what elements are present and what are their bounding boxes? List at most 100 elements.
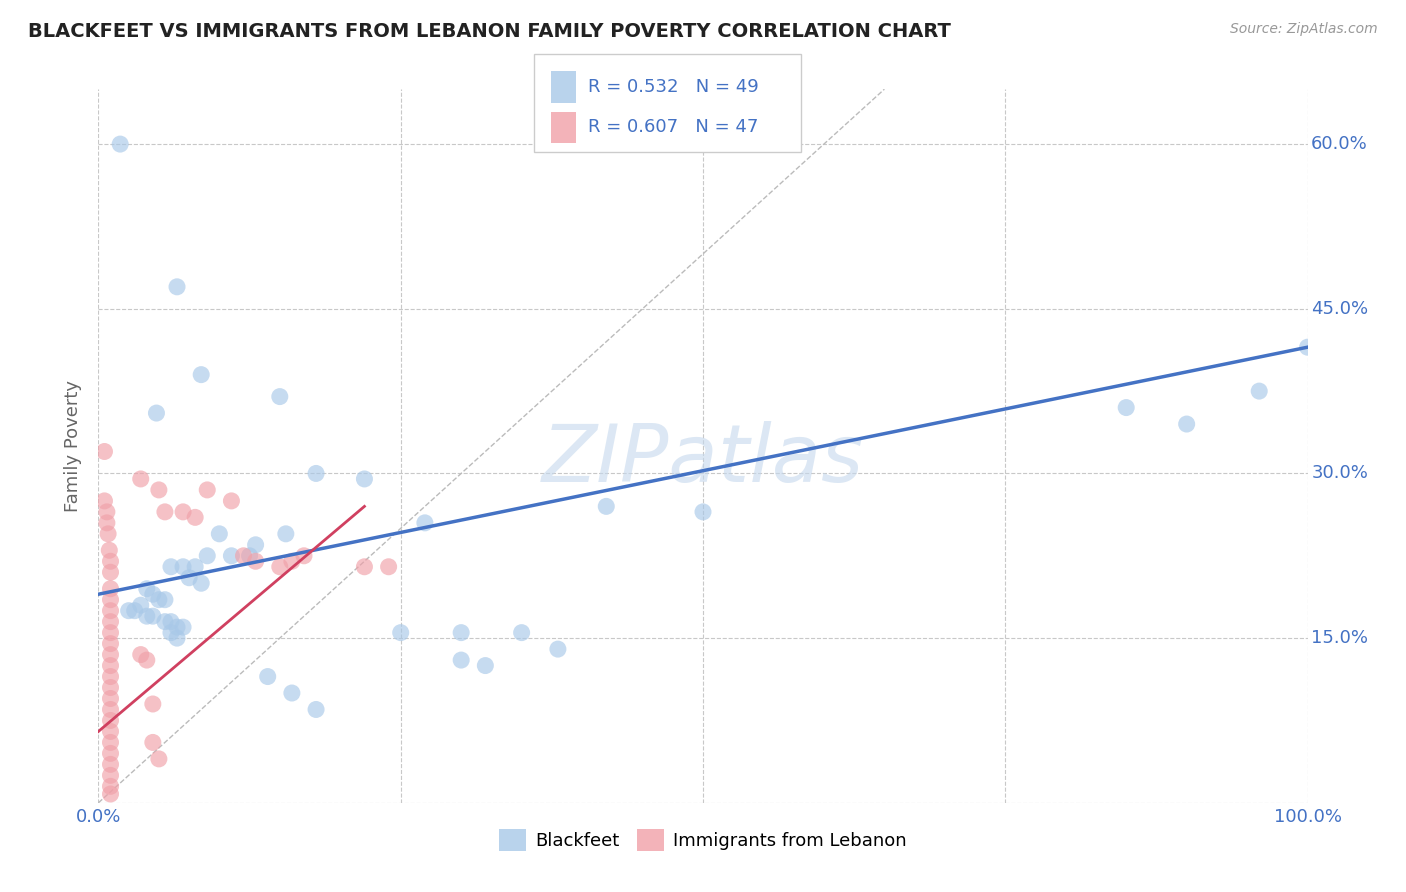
Point: [100, 714, 122, 728]
Point: [595, 500, 617, 514]
Point: [281, 554, 304, 568]
Point: [135, 582, 157, 596]
Point: [547, 642, 569, 657]
Point: [118, 604, 141, 618]
Point: [274, 526, 297, 541]
Point: [98, 543, 121, 558]
Point: [172, 620, 194, 634]
Point: [256, 669, 278, 683]
Point: [1115, 401, 1137, 415]
Point: [93, 444, 115, 458]
Point: [100, 747, 122, 761]
Point: [93, 494, 115, 508]
Point: [124, 604, 146, 618]
Point: [221, 494, 243, 508]
Point: [474, 658, 496, 673]
Point: [195, 549, 218, 563]
Point: [510, 625, 533, 640]
Point: [281, 686, 304, 700]
Point: [145, 406, 167, 420]
Point: [142, 609, 165, 624]
Point: [166, 280, 188, 294]
Text: R = 0.607   N = 47: R = 0.607 N = 47: [588, 118, 758, 136]
Point: [100, 566, 122, 580]
Text: ZIPatlas: ZIPatlas: [541, 421, 865, 500]
Text: Source: ZipAtlas.com: Source: ZipAtlas.com: [1230, 22, 1378, 37]
Y-axis label: Family Poverty: Family Poverty: [65, 380, 83, 512]
Point: [108, 137, 131, 152]
Point: [184, 559, 207, 574]
Point: [413, 516, 436, 530]
Point: [179, 571, 201, 585]
Point: [195, 483, 218, 497]
Point: [100, 582, 122, 596]
Point: [269, 559, 291, 574]
Point: [160, 625, 183, 640]
Point: [129, 472, 152, 486]
Text: 45.0%: 45.0%: [1312, 300, 1368, 318]
Point: [148, 592, 170, 607]
Point: [129, 598, 152, 612]
Point: [153, 615, 176, 629]
Point: [100, 658, 122, 673]
Point: [135, 609, 157, 624]
Point: [142, 735, 165, 749]
Point: [190, 576, 212, 591]
Point: [232, 549, 254, 563]
Point: [269, 390, 291, 404]
Point: [305, 702, 328, 716]
Point: [160, 559, 183, 574]
Point: [190, 368, 212, 382]
Point: [100, 625, 122, 640]
Point: [96, 505, 118, 519]
Point: [184, 510, 207, 524]
Legend: Blackfeet, Immigrants from Lebanon: Blackfeet, Immigrants from Lebanon: [492, 822, 914, 858]
Point: [245, 538, 267, 552]
Point: [353, 559, 375, 574]
Text: BLACKFEET VS IMMIGRANTS FROM LEBANON FAMILY POVERTY CORRELATION CHART: BLACKFEET VS IMMIGRANTS FROM LEBANON FAM…: [28, 22, 950, 41]
Point: [97, 526, 120, 541]
Point: [166, 620, 188, 634]
Point: [100, 702, 122, 716]
Point: [129, 648, 152, 662]
Point: [100, 768, 122, 782]
Point: [450, 653, 472, 667]
Point: [135, 653, 157, 667]
Point: [377, 559, 399, 574]
Point: [142, 697, 165, 711]
Point: [389, 625, 412, 640]
Point: [100, 648, 122, 662]
Point: [142, 587, 165, 601]
Point: [100, 757, 122, 772]
Point: [166, 631, 188, 645]
Point: [692, 505, 714, 519]
Point: [100, 735, 122, 749]
Text: 15.0%: 15.0%: [1312, 629, 1368, 647]
Text: 30.0%: 30.0%: [1312, 465, 1368, 483]
Point: [100, 724, 122, 739]
Point: [172, 559, 194, 574]
Text: R = 0.532   N = 49: R = 0.532 N = 49: [588, 78, 758, 96]
Point: [221, 549, 243, 563]
Point: [1175, 417, 1198, 431]
Point: [100, 681, 122, 695]
Point: [153, 592, 176, 607]
Point: [148, 752, 170, 766]
Point: [160, 615, 183, 629]
Point: [1296, 340, 1319, 354]
Point: [100, 604, 122, 618]
Point: [100, 615, 122, 629]
Point: [100, 691, 122, 706]
Point: [292, 549, 315, 563]
Point: [305, 467, 328, 481]
Point: [450, 625, 472, 640]
Point: [245, 554, 267, 568]
Point: [1249, 384, 1271, 398]
Text: 60.0%: 60.0%: [1312, 135, 1368, 153]
Point: [100, 554, 122, 568]
Point: [172, 505, 194, 519]
Point: [100, 669, 122, 683]
Point: [100, 637, 122, 651]
Point: [100, 592, 122, 607]
Point: [96, 516, 118, 530]
